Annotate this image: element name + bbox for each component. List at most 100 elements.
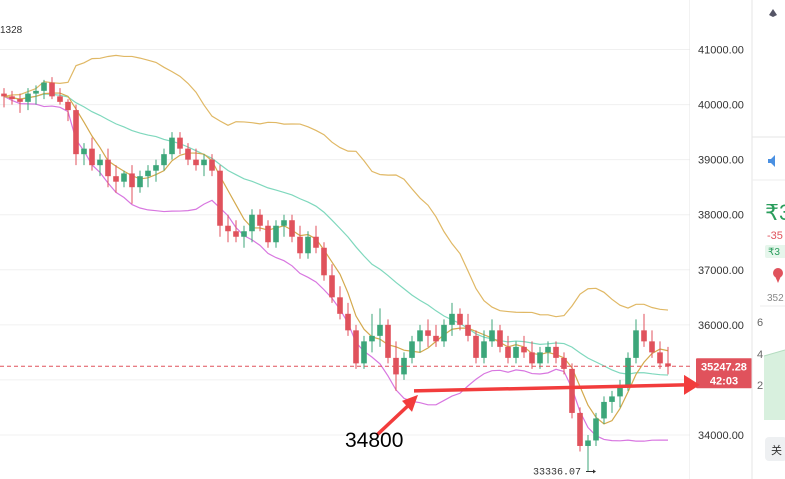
grid-lines (0, 49, 690, 436)
candle-body (425, 330, 431, 336)
candle-body (449, 313, 455, 325)
candle-body (161, 154, 167, 166)
map-pin-icon (773, 268, 783, 283)
countdown-label: 42:03 (710, 375, 738, 387)
candle-body (641, 330, 647, 342)
diagonal-arrow-shaft (375, 402, 412, 437)
candle-body (337, 297, 343, 314)
candle-body (153, 165, 159, 171)
horizontal-arrow-shaft (413, 383, 685, 393)
candle-body (377, 324, 383, 336)
candle-body (193, 159, 199, 166)
candle-body (201, 159, 207, 166)
right-panel-badge: ₹3 (768, 247, 780, 258)
candle-body (585, 440, 591, 446)
right-panel-badge-bg (765, 245, 785, 258)
candle-body (113, 176, 119, 182)
candle-body (73, 110, 79, 155)
price-tick-label: 38000.00 (698, 210, 744, 222)
speaker-icon[interactable] (768, 155, 775, 167)
price-tick-label: 34000.00 (698, 430, 744, 442)
candle-body (273, 225, 279, 243)
candle-body (49, 82, 55, 97)
candle-body (553, 346, 559, 358)
right-panel-change: -35 (767, 230, 783, 242)
candle-body (473, 335, 479, 358)
candle-body (561, 357, 567, 369)
current-price-label: 35247.28 (701, 361, 747, 373)
candle-body (441, 324, 447, 342)
map-pin-head (773, 268, 783, 278)
depth-label-4: 4 (757, 349, 763, 361)
candle-body (353, 330, 359, 364)
bottom-button-label: 关 (771, 443, 782, 457)
candle-body (465, 324, 471, 336)
candles (1, 77, 671, 472)
low-marker-label: 33336.07 (533, 468, 581, 479)
ethereum-icon-shape (769, 9, 777, 17)
candle-body (513, 346, 519, 358)
candle-body (361, 341, 367, 364)
candle-body (169, 137, 175, 155)
candle-body (601, 401, 607, 419)
candle-body (177, 137, 183, 149)
right-panel-small-value: 352 (767, 293, 784, 304)
candle-body (1, 93, 7, 97)
low-arrow-head (593, 469, 596, 474)
candle-body (657, 352, 663, 364)
candle-body (89, 148, 95, 166)
candle-body (233, 231, 239, 237)
price-tick-label: 40000.00 (698, 100, 744, 112)
annotation-label: 34800 (345, 429, 403, 452)
candle-body (321, 247, 327, 276)
candle-body (649, 341, 655, 353)
price-axis (690, 0, 752, 479)
candle-body (241, 231, 247, 237)
candle-body (577, 412, 583, 446)
annotation-arrows (375, 374, 700, 437)
candle-body (17, 99, 23, 102)
candle-body (417, 330, 423, 342)
low-marker-arrow (586, 469, 596, 474)
moving-average-slow-line (3, 93, 669, 376)
depth-label-6: 6 (757, 317, 763, 329)
candle-body (521, 346, 527, 353)
candle-body (481, 341, 487, 358)
ethereum-icon[interactable] (769, 9, 777, 17)
candle-body (305, 236, 311, 254)
candle-body (617, 385, 623, 397)
candle-body (41, 82, 47, 91)
candle-body (249, 214, 255, 232)
candle-body (345, 313, 351, 331)
candle-body (25, 93, 31, 102)
price-tick-label: 37000.00 (698, 265, 744, 277)
candle-body (281, 220, 287, 226)
candle-body (369, 335, 375, 342)
candle-body (609, 396, 615, 402)
candle-body (265, 225, 271, 243)
top-left-partial-label: 1328 (0, 25, 23, 36)
bottom-button[interactable] (765, 437, 785, 461)
candle-body (569, 368, 575, 413)
candle-body (505, 346, 511, 358)
candle-body (593, 418, 599, 441)
candle-body (401, 357, 407, 375)
speaker-icon-shape (768, 155, 775, 167)
candle-body (489, 330, 495, 342)
candle-body (457, 313, 463, 325)
candle-body (137, 176, 143, 188)
diagonal-arrow-head (402, 394, 418, 412)
candle-body (209, 159, 215, 171)
depth-line (763, 349, 785, 357)
candle-body (537, 352, 543, 364)
candle-body (9, 96, 15, 100)
horizontal-arrow-head (684, 374, 700, 395)
bollinger-upper-line (3, 54, 669, 318)
price-tick-label: 41000.00 (698, 45, 744, 57)
price-tick-label: 39000.00 (698, 155, 744, 167)
candle-body (529, 352, 535, 364)
candle-body (545, 346, 551, 353)
map-pin-tip (775, 276, 781, 283)
